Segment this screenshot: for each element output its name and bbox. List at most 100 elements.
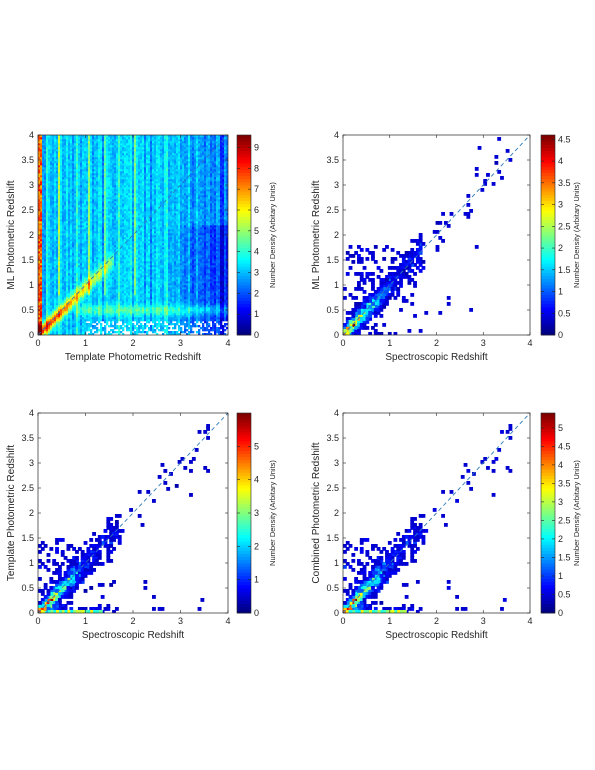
heatmap-cell bbox=[90, 153, 93, 156]
heatmap-cell bbox=[92, 203, 95, 206]
heatmap-cell bbox=[70, 311, 73, 314]
heatmap-cell bbox=[116, 213, 119, 216]
heatmap-cell bbox=[106, 217, 109, 220]
heatmap-cell bbox=[56, 325, 59, 328]
heatmap-cell bbox=[104, 319, 107, 322]
heatmap-cell bbox=[82, 135, 85, 138]
heatmap-cell bbox=[84, 159, 87, 162]
heatmap-cell bbox=[102, 255, 105, 258]
heatmap-cell bbox=[96, 285, 99, 288]
heatmap-cell bbox=[122, 251, 125, 254]
heatmap-cell bbox=[48, 149, 51, 152]
heatmap-cell bbox=[78, 247, 81, 250]
heatmap-cell bbox=[132, 161, 135, 164]
heatmap-cell bbox=[42, 161, 45, 164]
heatmap-cell bbox=[122, 229, 125, 232]
heatmap-cell bbox=[58, 231, 61, 234]
heatmap-cell bbox=[90, 243, 93, 246]
heatmap-cell bbox=[60, 279, 63, 282]
heatmap-cell bbox=[68, 197, 71, 200]
heatmap-cell bbox=[130, 193, 133, 196]
heatmap-cell bbox=[120, 325, 123, 328]
heatmap-cell bbox=[132, 191, 135, 194]
heatmap-cell bbox=[64, 247, 67, 250]
heatmap-cell bbox=[130, 299, 133, 302]
heatmap-cell bbox=[46, 187, 49, 190]
heatmap-cell bbox=[42, 147, 45, 150]
heatmap-cell bbox=[94, 183, 97, 186]
heatmap-cell bbox=[102, 199, 105, 202]
heatmap-cell bbox=[70, 139, 73, 142]
heatmap-cell bbox=[68, 265, 71, 268]
heatmap-cell bbox=[40, 259, 43, 262]
heatmap-cell bbox=[58, 225, 61, 228]
heatmap-cell bbox=[48, 297, 51, 300]
heatmap-cell bbox=[116, 229, 119, 232]
heatmap-cell bbox=[72, 237, 75, 240]
heatmap-cell bbox=[108, 287, 111, 290]
heatmap-cell bbox=[44, 309, 47, 312]
heatmap-cell bbox=[114, 223, 117, 226]
heatmap-cell bbox=[102, 297, 105, 300]
heatmap-cell bbox=[38, 241, 41, 244]
heatmap-cell bbox=[130, 223, 133, 226]
heatmap-cell bbox=[100, 183, 103, 186]
heatmap-cell bbox=[134, 151, 137, 154]
heatmap-cell bbox=[120, 225, 123, 228]
heatmap-cell bbox=[130, 271, 133, 274]
heatmap-cell bbox=[46, 283, 49, 286]
heatmap-cell bbox=[68, 175, 71, 178]
heatmap-cell bbox=[90, 189, 93, 192]
heatmap-cell bbox=[106, 239, 109, 242]
heatmap-cell bbox=[132, 319, 135, 322]
heatmap-cell bbox=[90, 141, 93, 144]
heatmap-cell bbox=[114, 247, 117, 250]
heatmap-cell bbox=[104, 321, 107, 324]
heatmap-cell bbox=[130, 275, 133, 278]
heatmap-cell bbox=[78, 175, 81, 178]
heatmap-cell bbox=[70, 143, 73, 146]
heatmap-cell bbox=[80, 163, 83, 166]
heatmap-cell bbox=[46, 239, 49, 242]
heatmap-cell bbox=[44, 155, 47, 158]
heatmap-cell bbox=[76, 163, 79, 166]
heatmap-cell bbox=[66, 167, 69, 170]
heatmap-cell bbox=[96, 217, 99, 220]
heatmap-cell bbox=[46, 275, 49, 278]
heatmap-cell bbox=[134, 207, 137, 210]
heatmap-cell bbox=[90, 245, 93, 248]
heatmap-cell bbox=[100, 247, 103, 250]
heatmap-cell bbox=[94, 175, 97, 178]
heatmap-cell bbox=[58, 255, 61, 258]
heatmap-cell bbox=[88, 219, 91, 222]
heatmap-cell bbox=[66, 137, 69, 140]
heatmap-cell bbox=[48, 281, 51, 284]
heatmap-cell bbox=[60, 179, 63, 182]
heatmap-cell bbox=[42, 245, 45, 248]
heatmap-cell bbox=[84, 217, 87, 220]
heatmap-cell bbox=[116, 191, 119, 194]
heatmap-cell bbox=[58, 329, 61, 332]
heatmap-cell bbox=[126, 193, 129, 196]
heatmap-cell bbox=[56, 205, 59, 208]
heatmap-cell bbox=[76, 157, 79, 160]
heatmap-cell bbox=[96, 149, 99, 152]
heatmap-cell bbox=[50, 255, 53, 258]
heatmap-cell bbox=[92, 193, 95, 196]
heatmap-cell bbox=[76, 249, 79, 252]
heatmap-cell bbox=[120, 223, 123, 226]
heatmap-cell bbox=[106, 271, 109, 274]
heatmap-cell bbox=[92, 159, 95, 162]
heatmap-cell bbox=[78, 143, 81, 146]
heatmap-cell bbox=[52, 253, 55, 256]
heatmap-cell bbox=[98, 305, 101, 308]
heatmap-cell bbox=[48, 197, 51, 200]
heatmap-cell bbox=[60, 231, 63, 234]
heatmap-cell bbox=[122, 205, 125, 208]
heatmap-cell bbox=[110, 229, 113, 232]
heatmap-cell bbox=[110, 313, 113, 316]
heatmap-cell bbox=[58, 167, 61, 170]
heatmap-cell bbox=[46, 327, 49, 330]
heatmap-cell bbox=[66, 209, 69, 212]
heatmap-cell bbox=[102, 225, 105, 228]
